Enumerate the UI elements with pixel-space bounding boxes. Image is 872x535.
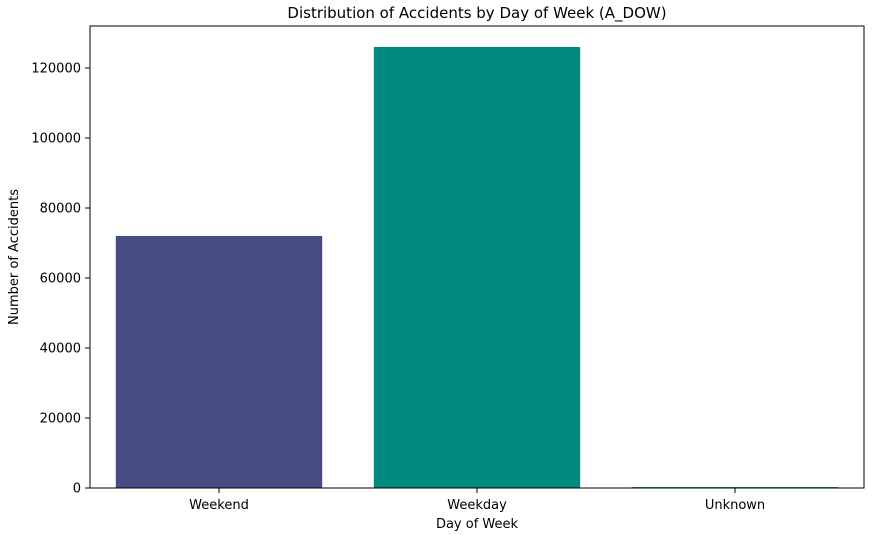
y-tick-label: 40000 bbox=[40, 342, 81, 357]
bar-unknown bbox=[631, 486, 839, 488]
y-axis-label: Number of Accidents bbox=[7, 189, 22, 325]
x-tick-label: Weekend bbox=[189, 498, 249, 513]
y-tick-label: 100000 bbox=[31, 132, 81, 147]
y-tick-label: 80000 bbox=[40, 202, 81, 217]
x-axis-label: Day of Week bbox=[436, 517, 519, 532]
bar-weekday bbox=[373, 47, 581, 488]
x-tick-label: Unknown bbox=[705, 498, 765, 513]
x-tick-label: Weekday bbox=[447, 498, 507, 513]
chart-title: Distribution of Accidents by Day of Week… bbox=[287, 4, 666, 23]
plot-frame bbox=[89, 25, 865, 489]
y-tick-label: 60000 bbox=[40, 272, 81, 287]
plot-area: Weekend Weekday Unknown 0 20000 40000 60000 800… bbox=[31, 25, 865, 513]
bar-weekend bbox=[115, 236, 323, 488]
y-tick-label: 20000 bbox=[40, 412, 81, 427]
y-tick-label: 0 bbox=[73, 482, 81, 497]
y-tick-label: 120000 bbox=[31, 62, 81, 77]
